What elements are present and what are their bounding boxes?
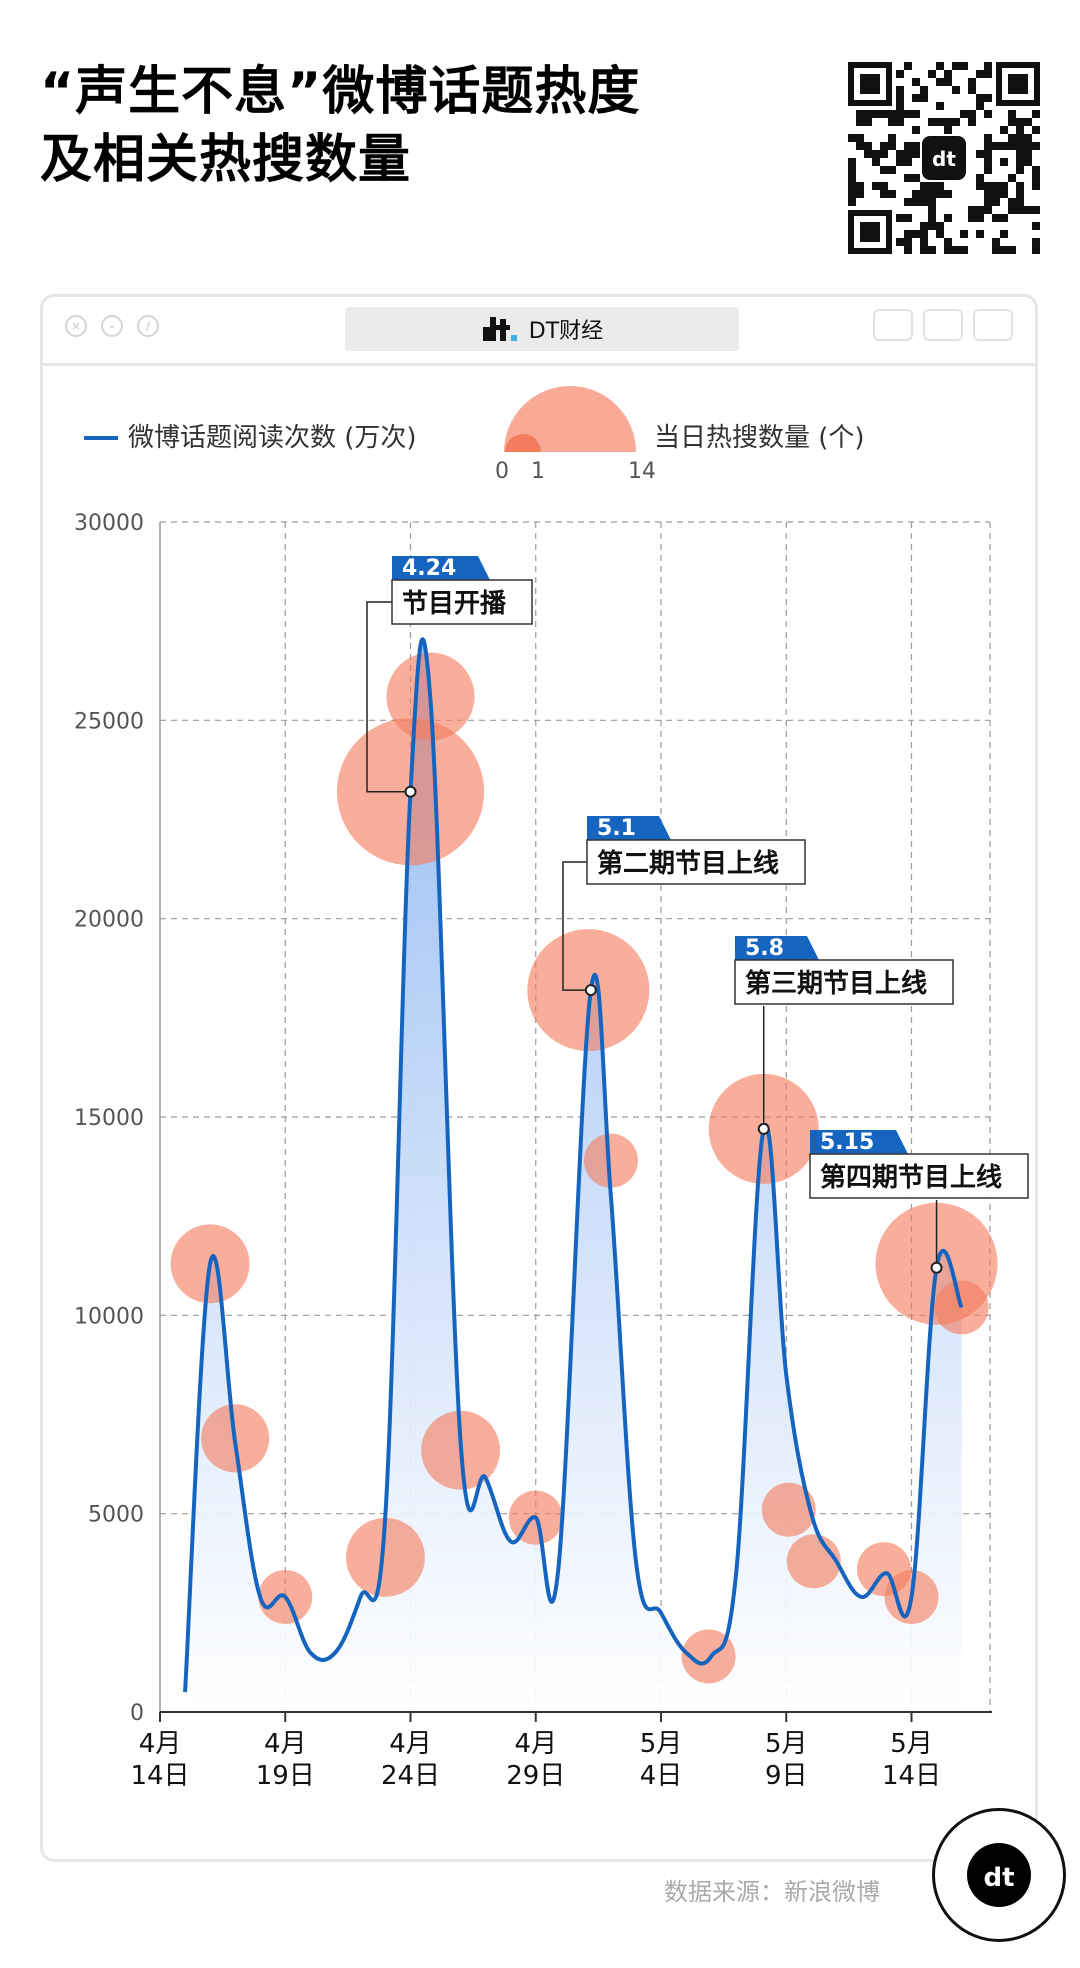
x-tick-month: 4月 — [139, 1729, 182, 1759]
annotation-date-tab — [735, 936, 819, 960]
series-line — [183, 637, 964, 1693]
x-tick-day: 14日 — [882, 1761, 941, 1791]
close-icon[interactable]: × — [65, 315, 87, 337]
annotation-date: 5.15 — [820, 1130, 874, 1155]
annotation-date-tab — [392, 556, 490, 580]
share-icon[interactable] — [923, 309, 963, 341]
annotation-point — [930, 1261, 943, 1274]
annotation-date: 5.8 — [745, 936, 784, 961]
y-tick-label: 25000 — [74, 709, 144, 734]
qr-code-icon[interactable]: dt — [848, 62, 1040, 254]
chart-legend: 微博话题阅读次数 (万次) 当日热搜数量 (个) 0 1 14 — [84, 386, 865, 484]
annotation-date: 4.24 — [402, 556, 456, 581]
legend-bubble-small — [505, 434, 541, 452]
x-tick-day: 14日 — [130, 1761, 189, 1791]
x-tick-month: 4月 — [514, 1729, 557, 1759]
hot-search-bubble — [583, 1133, 638, 1188]
dt-logo-icon — [482, 317, 517, 341]
y-tick-label: 10000 — [74, 1304, 144, 1329]
annotation-date-tab — [810, 1130, 908, 1154]
title-line-1: “声生不息”微博话题热度 — [40, 62, 641, 122]
legend-line-label: 微博话题阅读次数 (万次) — [128, 423, 417, 453]
x-tick-month: 4月 — [264, 1729, 307, 1759]
y-tick-label: 0 — [130, 1701, 144, 1726]
x-tick-day: 9日 — [765, 1761, 808, 1791]
minimize-icon[interactable]: – — [101, 315, 123, 337]
y-tick-label: 30000 — [74, 511, 144, 536]
annotation-box — [391, 579, 533, 625]
hot-search-bubble — [681, 1629, 736, 1684]
annotation-date-tab — [587, 816, 671, 840]
copy-icon[interactable] — [973, 309, 1013, 341]
annotation-label: 第二期节目上线 — [597, 848, 779, 879]
annotation-point — [584, 984, 597, 997]
x-tick-month: 4月 — [389, 1729, 432, 1759]
legend-bubble-large — [504, 386, 636, 452]
x-tick-month: 5月 — [765, 1729, 808, 1759]
y-axis-ticks: 0 5000 10000 15000 20000 25000 30000 — [74, 511, 144, 1726]
svg-text:dt: dt — [983, 1863, 1014, 1893]
legend-scale-label: 14 — [628, 459, 656, 484]
legend-scale-label: 0 — [495, 459, 509, 484]
annotation-box — [734, 959, 954, 1005]
x-tick-day: 29日 — [506, 1761, 565, 1791]
title-line-2: 及相关热搜数量 — [40, 130, 412, 190]
annotation-label: 第四期节目上线 — [820, 1162, 1002, 1193]
block-icon[interactable]: / — [137, 315, 159, 337]
annotation-leader — [366, 601, 411, 793]
svg-text:dt: dt — [932, 147, 956, 171]
y-tick-label: 5000 — [88, 1503, 144, 1528]
window-tab[interactable]: DT财经 — [345, 307, 739, 351]
chart-annotations: 4.24 节目开播 5.1 第二期节目上线 5.8 第三期节目上线 5.15 第四期节目上线 — [366, 556, 1029, 1274]
x-tick-day: 19日 — [256, 1761, 315, 1791]
annotation-point — [404, 785, 417, 798]
tab-label: DT财经 — [528, 319, 604, 344]
x-tick-month: 5月 — [640, 1729, 683, 1759]
annotation-label: 第三期节目上线 — [745, 968, 927, 999]
legend-bubble-label: 当日热搜数量 (个) — [654, 423, 865, 453]
x-tick-day: 4日 — [640, 1761, 683, 1791]
x-tick-day: 24日 — [381, 1761, 440, 1791]
legend-scale-label: 1 — [531, 459, 545, 484]
x-tick-month: 5月 — [890, 1729, 933, 1759]
annotation-box — [809, 1153, 1029, 1199]
window-titlebar: × – / DT财经 — [43, 297, 1035, 366]
annotation-point — [757, 1122, 770, 1135]
series-area — [185, 639, 962, 1712]
y-tick-label: 15000 — [74, 1106, 144, 1131]
hot-search-bubble — [346, 1517, 425, 1597]
source-note: 数据来源：新浪微博 — [664, 1878, 880, 1906]
hot-search-bubble — [761, 1482, 816, 1537]
annotation-box — [586, 839, 806, 885]
page-title: “声生不息”微博话题热度 及相关热搜数量 — [40, 58, 640, 194]
annotation-date: 5.1 — [597, 816, 636, 841]
annotation-label: 节目开播 — [402, 589, 507, 619]
annotation-leader — [562, 861, 591, 991]
hot-search-bubble — [786, 1534, 841, 1589]
y-tick-label: 20000 — [74, 908, 144, 933]
record-icon[interactable] — [873, 309, 913, 341]
dt-badge-icon[interactable]: dt — [932, 1808, 1066, 1942]
